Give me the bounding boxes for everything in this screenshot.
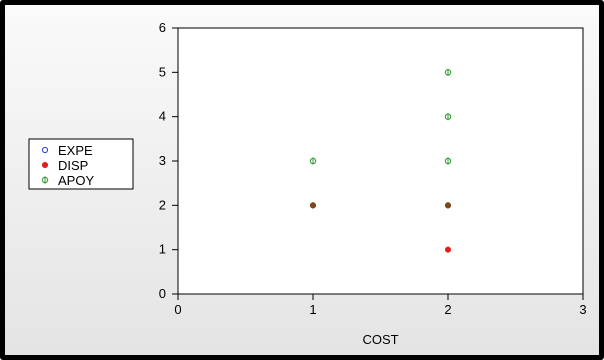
plot-area [177,27,584,295]
y-tick-label: 3 [159,153,166,168]
data-point-apoy [444,68,452,76]
data-point-apoy [444,157,452,165]
data-point-apoy [309,202,317,209]
data-point-apoy [444,113,452,121]
legend-marker-expe [41,146,49,154]
y-tick-label: 2 [159,197,166,212]
data-point-apoy [444,202,452,209]
y-tick-label: 0 [159,286,166,301]
legend-label-disp: DISP [58,158,88,173]
x-axis-label: COST [362,332,398,347]
legend-label-apoy: APOY [58,173,94,188]
x-tick-label: 0 [174,302,181,317]
legend-marker-disp [41,161,49,169]
legend-marker-apoy [41,176,49,184]
y-tick-label: 6 [159,20,166,35]
y-tick-label: 5 [159,64,166,79]
data-point-disp [444,246,452,253]
x-tick-label: 2 [444,302,451,317]
x-tick-label: 3 [579,302,586,317]
y-tick-label: 1 [159,242,166,257]
data-point-apoy [309,157,317,165]
legend-label-expe: EXPE [58,143,93,158]
x-tick-label: 1 [309,302,316,317]
y-tick-label: 4 [159,109,166,124]
